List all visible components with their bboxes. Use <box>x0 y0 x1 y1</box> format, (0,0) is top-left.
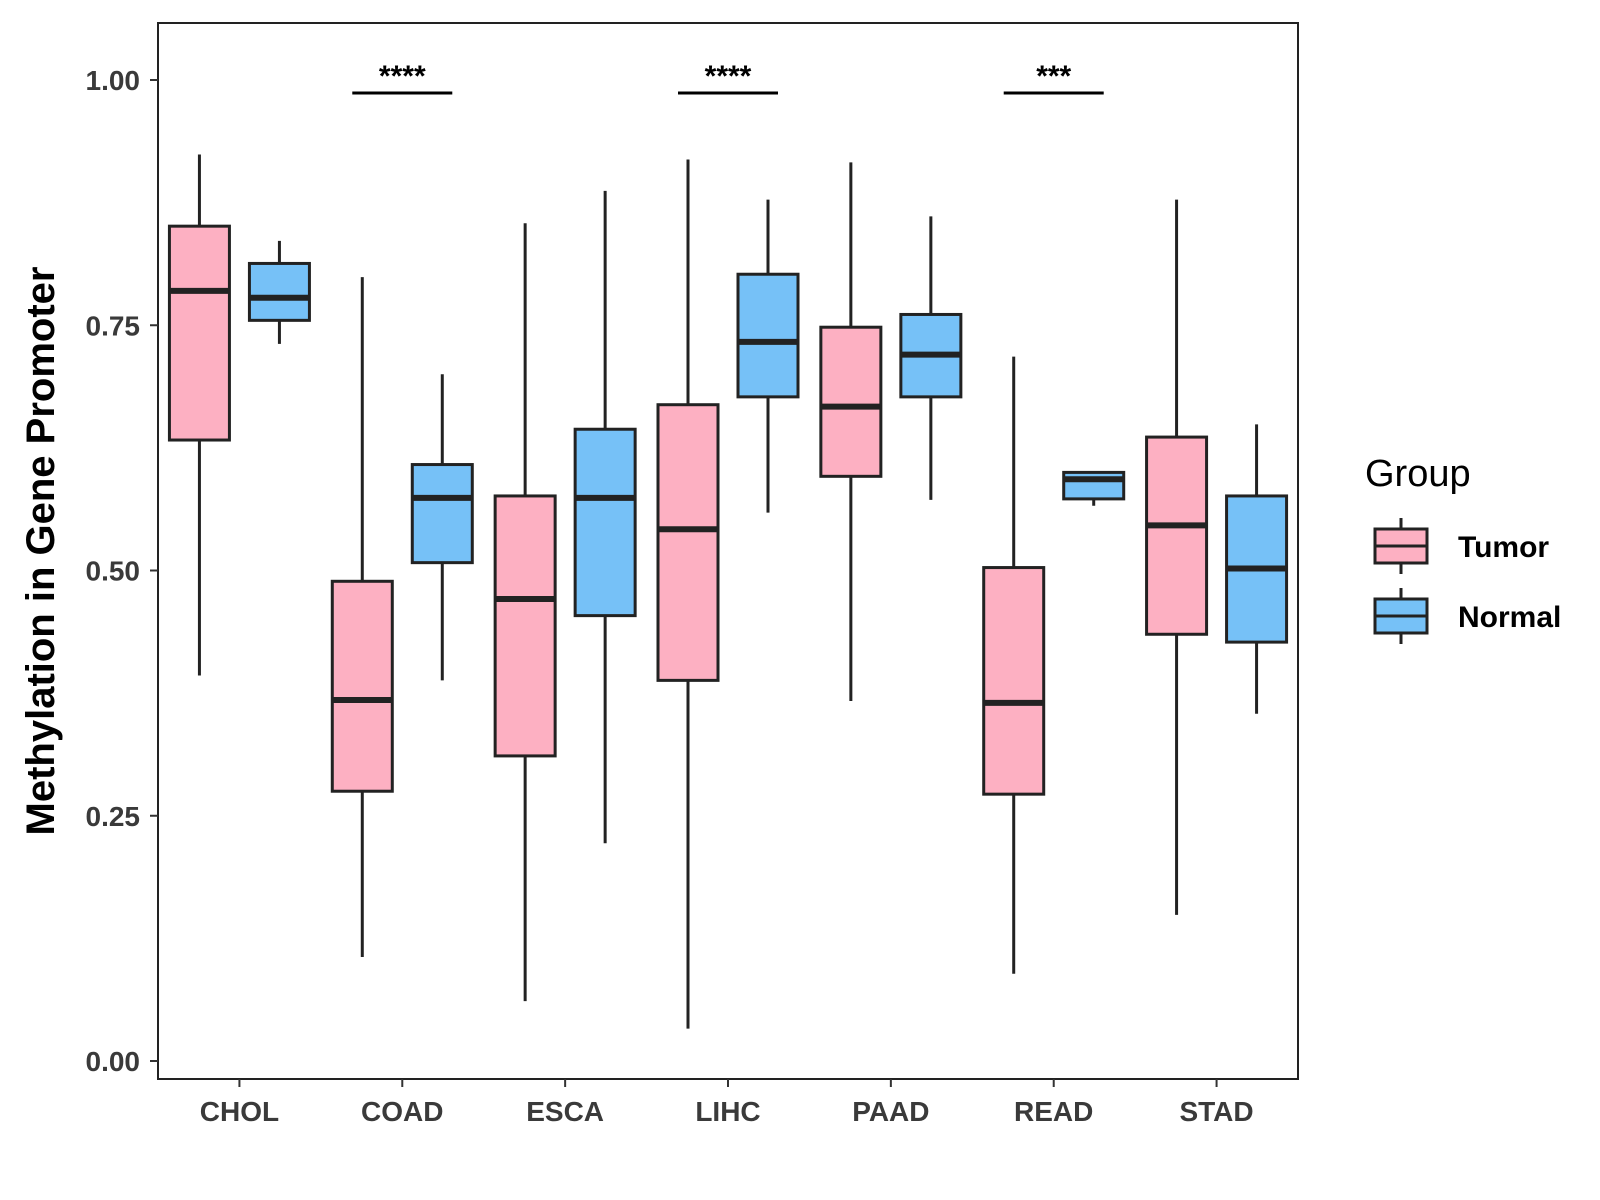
box-paad-normal <box>899 216 963 500</box>
iqr-box-read-tumor <box>982 566 1046 796</box>
significance-layer: **** **** *** <box>352 60 1104 95</box>
iqr-box-coad-normal <box>410 463 474 565</box>
iqr-box-esca-normal <box>573 427 637 618</box>
box-stad-normal <box>1225 424 1289 714</box>
box-stad-tumor <box>1145 199 1209 915</box>
iqr-box-coad-tumor <box>330 579 394 793</box>
legend-label-normal: Normal <box>1458 601 1561 634</box>
boxes-layer <box>167 154 1289 1029</box>
significance-lihc: **** <box>678 60 778 95</box>
y-tick-label: 1.00 <box>86 65 141 96</box>
x-tick-label-paad: PAAD <box>852 1096 929 1127</box>
x-tick-label-coad: COAD <box>361 1096 443 1127</box>
box-lihc-normal <box>736 199 800 513</box>
y-tick-label: 0.75 <box>86 310 141 341</box>
legend[interactable]: Group Tumor Normal <box>1365 453 1561 644</box>
y-axis-title: Methylation in Gene Promoter <box>19 267 63 836</box>
legend-item-normal[interactable]: Normal <box>1373 588 1561 644</box>
significance-label-read: *** <box>1036 60 1071 93</box>
x-tick-label-lihc: LIHC <box>695 1096 760 1127</box>
box-esca-normal <box>573 190 637 844</box>
iqr-box-esca-tumor <box>493 494 557 758</box>
significance-label-coad: **** <box>379 60 426 93</box>
y-tick-label: 0.25 <box>86 801 141 832</box>
box-lihc-tumor <box>656 159 720 1029</box>
significance-coad: **** <box>352 60 453 95</box>
x-tick-label-esca: ESCA <box>526 1096 604 1127</box>
box-paad-tumor <box>819 162 883 701</box>
iqr-box-chol-tumor <box>167 224 231 442</box>
x-axis: CHOL COAD ESCA LIHC PAAD READ STAD <box>200 1079 1254 1127</box>
significance-read: *** <box>1003 60 1104 95</box>
iqr-box-stad-tumor <box>1145 435 1209 636</box>
box-coad-tumor <box>330 277 394 958</box>
y-tick-label: 0.50 <box>86 556 141 587</box>
y-axis: 0.00 0.25 0.50 0.75 1.00 <box>86 65 158 1077</box>
box-chol-tumor <box>167 154 231 676</box>
box-read-tumor <box>982 356 1046 974</box>
iqr-box-chol-normal <box>247 261 311 322</box>
box-coad-normal <box>410 374 474 681</box>
legend-title: Group <box>1365 453 1471 495</box>
significance-label-lihc: **** <box>705 60 752 93</box>
x-tick-label-stad: STAD <box>1179 1096 1253 1127</box>
legend-item-tumor[interactable]: Tumor <box>1373 518 1549 574</box>
iqr-box-paad-tumor <box>819 325 883 478</box>
box-read-normal <box>1062 470 1126 506</box>
iqr-box-lihc-tumor <box>656 403 720 682</box>
legend-label-tumor: Tumor <box>1458 531 1549 564</box>
box-esca-tumor <box>493 223 557 1002</box>
x-tick-label-chol: CHOL <box>200 1096 279 1127</box>
y-tick-label: 0.00 <box>86 1046 141 1077</box>
box-chol-normal <box>247 240 311 344</box>
iqr-box-lihc-normal <box>736 272 800 399</box>
x-tick-label-read: READ <box>1014 1096 1093 1127</box>
plot-panel <box>157 22 1299 1080</box>
